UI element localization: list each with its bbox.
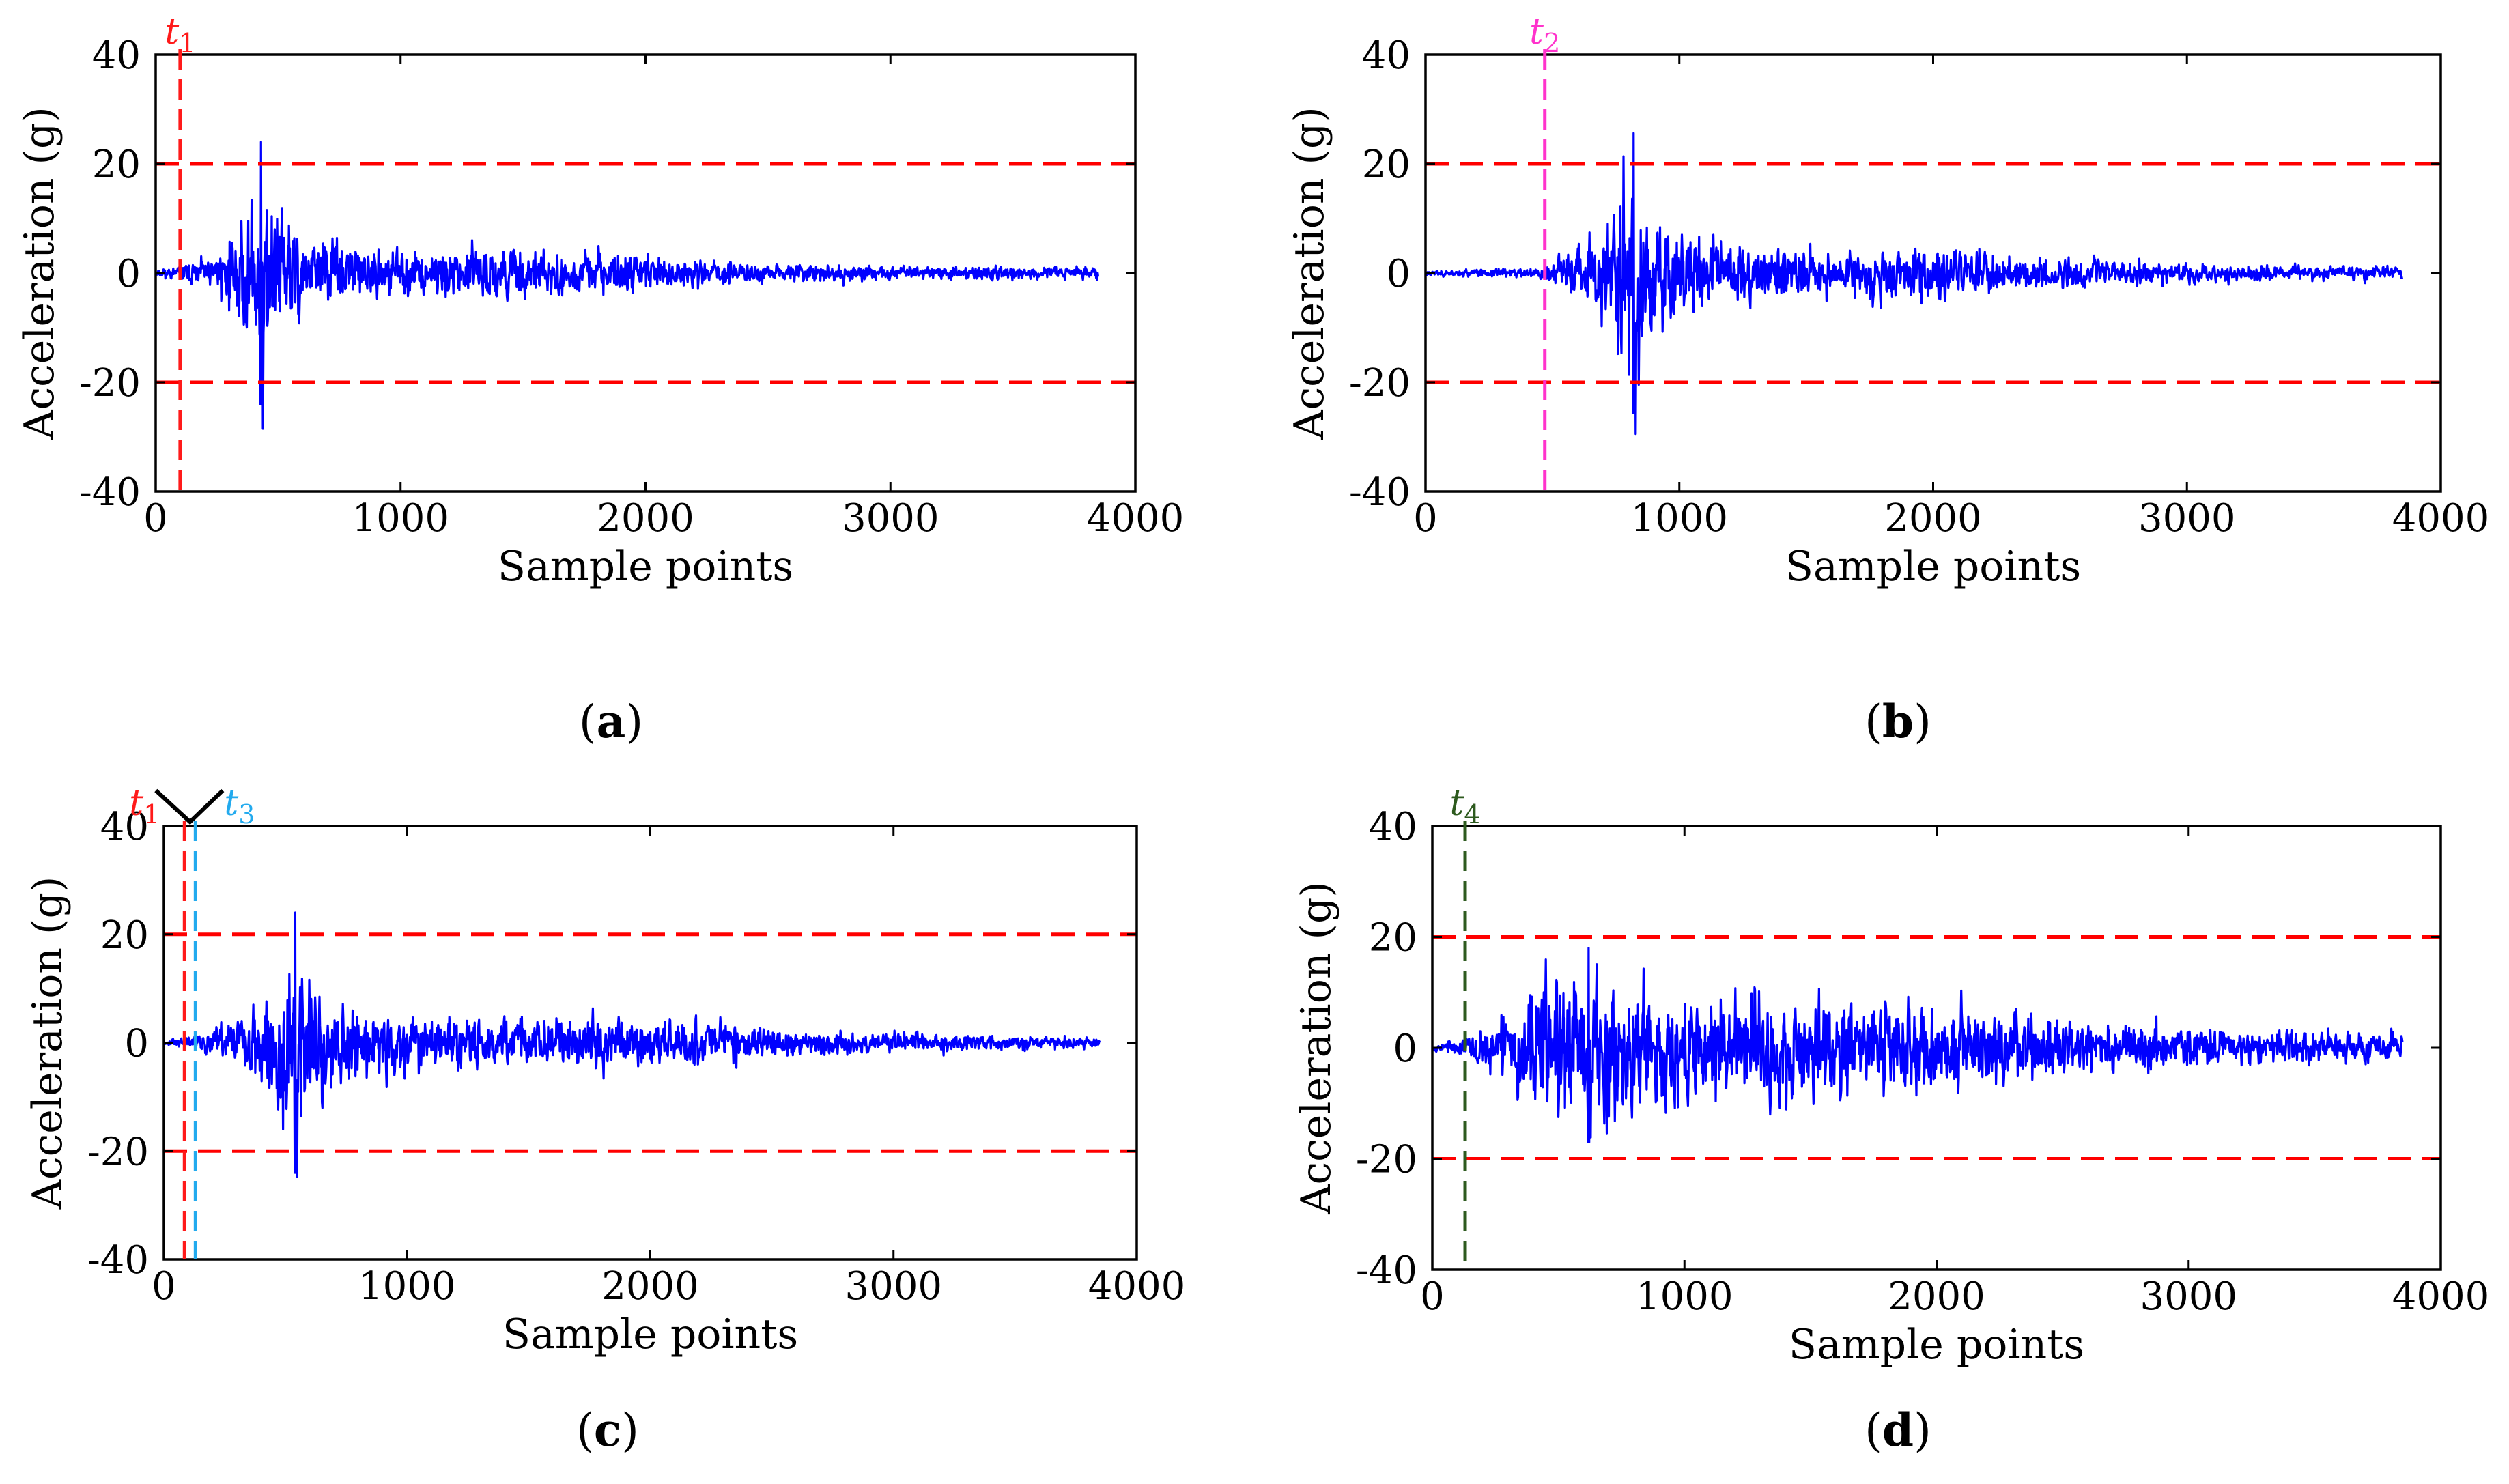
onset-marker-label-t2: t2 [1529,12,1560,58]
x-tick-label: 1000 [358,1264,456,1309]
marker-subscript: 1 [179,28,195,58]
caption-open-paren: ( [579,696,597,748]
caption-letter: b [1882,695,1914,748]
y-tick-label: 20 [92,143,141,187]
x-tick-label: 2000 [1888,1274,1985,1319]
panel-caption: (b) [1865,695,1931,748]
x-tick-label: 1000 [352,496,449,541]
caption-close-paren: ) [625,696,643,748]
marker-symbol: t [129,783,143,824]
panel-d: 0 1000 2000 3000 4000 40 20 0 -20 -40 Sample point… [1292,783,2489,1457]
caption-close-paren: ) [1914,1404,1931,1457]
panel-a: 0 1000 2000 3000 4000 40 20 0 -20 -40 Sample point… [16,12,1184,748]
signal-line [1425,132,2404,436]
x-tick-label: 4000 [2392,496,2490,541]
y-tick-label: 40 [1362,33,1411,78]
x-tick-label: 0 [1420,1274,1445,1319]
onset-marker-label-t1: t1 [129,783,160,829]
x-tick-label: 2000 [601,1264,699,1309]
x-tick-label: 3000 [2140,1274,2237,1319]
y-tick-label: 40 [100,805,149,849]
y-tick-label: 0 [124,1022,149,1066]
y-tick-label: 20 [100,913,149,958]
y-tick-label: 40 [92,33,141,78]
signal-line [155,141,1100,430]
panel-caption: (a) [579,695,643,748]
y-axis-title: Acceleration (g) [24,876,72,1210]
x-axis-title: Sample points [1789,1321,2084,1369]
y-axis-title: Acceleration (g) [1286,106,1333,440]
x-tick-label: 0 [143,496,168,541]
x-axis-title: Sample points [502,1311,798,1358]
y-tick-label: -40 [1349,470,1411,515]
caption-close-paren: ) [621,1404,639,1457]
marker-symbol: t [165,12,179,53]
y-tick-label: 20 [1369,916,1417,960]
x-axis-title: Sample points [498,543,793,590]
marker-symbol: t [1449,783,1464,824]
onset-marker-label-t1: t1 [165,12,195,58]
x-tick-label: 2000 [1884,496,1982,541]
onset-marker-label-t3: t3 [224,783,255,829]
marker-subscript: 3 [238,799,255,829]
y-tick-label: -20 [1349,361,1411,405]
y-tick-label: 40 [1369,805,1417,849]
onset-marker-label-t4: t4 [1449,783,1480,829]
onset-bracket [154,788,225,825]
caption-open-paren: ( [576,1404,594,1457]
x-tick-label: 3000 [845,1264,942,1309]
panel-b: 0 1000 2000 3000 4000 40 20 0 -20 -40 Sample point… [1286,12,2489,748]
signal-line [1432,947,2404,1143]
caption-close-paren: ) [1914,696,1931,748]
x-tick-label: 1000 [1636,1274,1733,1319]
y-tick-label: -40 [87,1238,149,1283]
y-tick-label: -20 [1356,1138,1417,1182]
caption-letter: c [594,1403,621,1457]
y-axis-title: Acceleration (g) [16,106,63,440]
y-tick-label: 20 [1362,143,1411,187]
x-tick-label: 0 [152,1264,176,1309]
y-tick-label: -20 [87,1130,149,1174]
x-tick-label: 2000 [597,496,694,541]
x-tick-label: 1000 [1630,496,1728,541]
y-tick-label: -40 [1356,1248,1417,1293]
marker-subscript: 1 [143,799,160,829]
y-tick-label: 0 [116,252,141,296]
x-tick-label: 3000 [2138,496,2236,541]
marker-symbol: t [224,783,238,824]
y-tick-label: 0 [1393,1027,1417,1071]
x-tick-label: 4000 [1087,496,1185,541]
signal-line [162,911,1101,1178]
y-axis-title: Acceleration (g) [1292,881,1340,1215]
x-tick-label: 0 [1413,496,1438,541]
marker-subscript: 4 [1464,799,1480,829]
panel-caption: (d) [1865,1403,1931,1457]
x-axis-title: Sample points [1785,543,2081,590]
y-tick-label: -20 [79,361,141,405]
caption-letter: d [1882,1403,1914,1457]
marker-subscript: 2 [1544,28,1560,58]
y-tick-label: -40 [79,470,141,515]
caption-open-paren: ( [1865,1404,1882,1457]
panel-caption: (c) [576,1403,639,1457]
y-tick-label: 0 [1386,252,1411,296]
panel-c: 0 1000 2000 3000 4000 40 20 0 -20 -40 Sample point… [24,783,1185,1457]
x-tick-label: 4000 [1088,1264,1186,1309]
x-tick-label: 3000 [842,496,939,541]
marker-symbol: t [1529,12,1544,53]
caption-letter: a [597,695,626,748]
caption-open-paren: ( [1865,696,1882,748]
x-tick-label: 4000 [2392,1274,2490,1319]
